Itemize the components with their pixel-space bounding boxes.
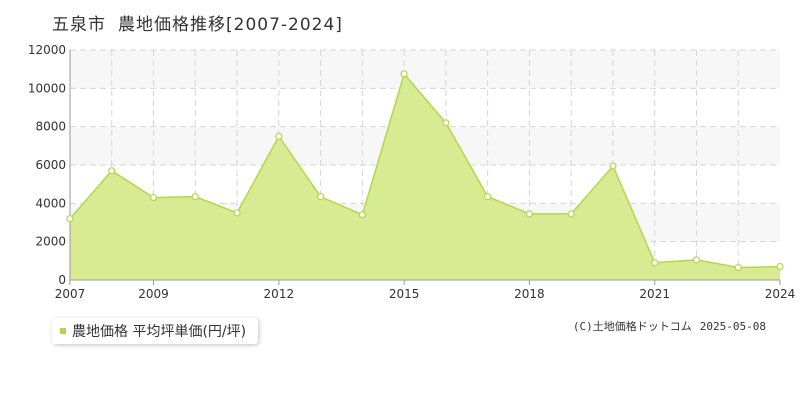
legend: 農地価格 平均坪単価(円/坪) xyxy=(52,318,259,344)
data-point xyxy=(108,167,116,175)
y-tick-label: 4000 xyxy=(35,196,66,210)
data-point xyxy=(233,209,241,217)
series-area xyxy=(69,72,781,280)
data-point xyxy=(776,262,784,271)
legend-label: 農地価格 平均坪単価(円/坪) xyxy=(72,324,247,340)
x-tick-label: 2015 xyxy=(389,287,420,301)
series-area-fill xyxy=(70,73,780,280)
y-tick-label: 8000 xyxy=(35,120,66,134)
data-point xyxy=(484,193,492,201)
legend-swatch xyxy=(60,328,66,334)
y-tick-label: 6000 xyxy=(35,158,66,172)
axes xyxy=(69,50,780,281)
data-point xyxy=(275,132,283,140)
y-tick-label: 2000 xyxy=(35,235,66,249)
data-point xyxy=(567,210,575,218)
data-point xyxy=(692,256,701,264)
series-points xyxy=(66,70,784,272)
data-point xyxy=(651,259,659,267)
y-tick-label: 10000 xyxy=(28,81,66,95)
data-point xyxy=(525,210,534,218)
y-tick-label: 0 xyxy=(58,273,66,287)
city-name: 五泉市 xyxy=(52,15,106,35)
data-point xyxy=(400,70,408,78)
x-tick-label: 2007 xyxy=(55,287,86,301)
x-tick-label: 2009 xyxy=(138,287,169,301)
y-tick-label: 12000 xyxy=(28,43,66,57)
data-point xyxy=(66,215,74,223)
date-text: 2025-05-08 xyxy=(699,320,766,333)
x-tick-label: 2012 xyxy=(264,287,295,301)
data-point xyxy=(191,193,199,201)
y-axis-ticks: 0 2000 4000 6000 8000 10000 12000 xyxy=(28,43,66,287)
x-tick-label: 2024 xyxy=(765,287,796,301)
x-tick-label: 2018 xyxy=(514,287,545,301)
data-point xyxy=(442,119,450,127)
data-point xyxy=(358,211,366,219)
source-text: (C)土地価格ドットコム xyxy=(572,320,692,333)
data-point xyxy=(149,193,158,202)
chart-subject: 農地価格推移[2007-2024] xyxy=(118,15,343,35)
data-point xyxy=(609,162,617,170)
x-axis-ticks: 2007 2009 2012 2015 2018 2021 2024 xyxy=(55,280,796,301)
copyright: (C)土地価格ドットコム 2025-05-08 xyxy=(565,318,766,334)
chart-title: 五泉市 農地価格推移[2007-2024] xyxy=(52,10,343,35)
plot-band xyxy=(70,50,780,89)
series-line xyxy=(69,72,781,269)
data-point xyxy=(316,193,325,201)
x-tick-label: 2021 xyxy=(639,287,670,301)
data-point xyxy=(734,263,742,272)
